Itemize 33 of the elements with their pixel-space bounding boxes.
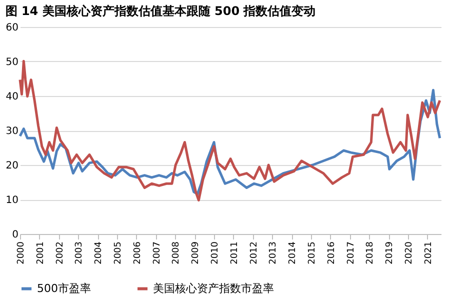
y-tick-label: 60 — [6, 22, 18, 34]
x-tick-label: 2017 — [346, 242, 356, 264]
y-tick-label: 10 — [6, 195, 18, 206]
x-tick-label: 2006 — [132, 241, 143, 264]
x-tick-label: 2001 — [36, 242, 46, 264]
y-tick-label: 20 — [6, 160, 18, 172]
x-tick-label: 2018 — [366, 241, 376, 264]
chart-title: 图 14 美国核心资产指数估值基本跟随 500 指数估值变动 — [5, 4, 316, 18]
x-tick-label: 2019 — [385, 241, 396, 264]
x-tick-label: 2012 — [249, 242, 260, 264]
y-tick-label: 50 — [6, 57, 18, 68]
x-tick-label: 2011 — [230, 242, 240, 264]
line-series — [18, 60, 442, 202]
legend-label: 美国核心资产指数市盈率 — [153, 282, 274, 295]
x-tick-label: 2013 — [268, 242, 279, 264]
x-tick-label: 2008 — [172, 241, 182, 264]
x-tick-label: 2009 — [191, 241, 202, 264]
x-tick-label: 2000 — [16, 241, 26, 264]
y-tick-label: 0 — [12, 230, 18, 240]
x-tick-label: 2004 — [94, 241, 104, 264]
x-tick-label: 2021 — [424, 242, 434, 264]
x-tick-label: 2003 — [74, 242, 85, 264]
x-tick-label: 2007 — [152, 242, 162, 264]
x-tick-label: 2014 — [288, 241, 298, 264]
x-tick-label: 2020 — [404, 241, 415, 264]
y-tick-label: 30 — [6, 126, 18, 137]
x-tick-label: 2002 — [55, 242, 66, 264]
y-tick-label: 40 — [6, 92, 18, 102]
legend-label: 500市盈率 — [37, 282, 91, 295]
x-tick-label: 2005 — [114, 242, 124, 264]
x-tick-label: 2015 — [308, 242, 318, 264]
x-tick-label: 2016 — [326, 241, 337, 264]
x-tick-label: 2010 — [210, 241, 221, 264]
